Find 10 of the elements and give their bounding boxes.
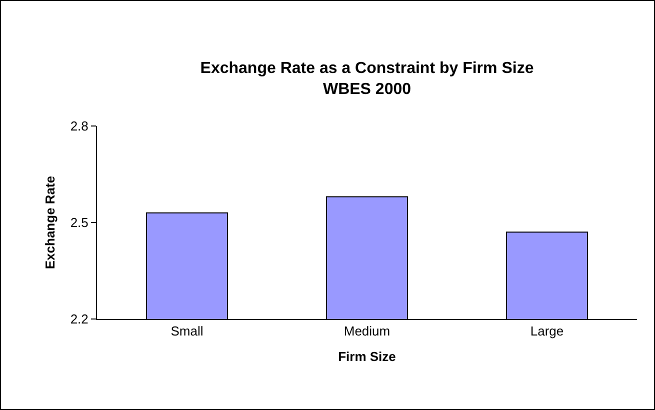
x-axis-title: Firm Size bbox=[338, 349, 396, 364]
x-tick-label: Large bbox=[530, 324, 564, 339]
y-axis-title: Exchange Rate bbox=[42, 176, 58, 270]
x-tick-label: Small bbox=[170, 324, 204, 339]
x-tick-label: Medium bbox=[344, 324, 390, 339]
y-tick-label: 2.5 bbox=[70, 215, 88, 230]
chart-title: Exchange Rate as a Constraint by Firm Size bbox=[200, 60, 534, 77]
chart-subtitle: WBES 2000 bbox=[322, 80, 412, 98]
y-tick-label: 2.2 bbox=[70, 312, 88, 327]
y-tick-label: 2.8 bbox=[70, 118, 88, 134]
